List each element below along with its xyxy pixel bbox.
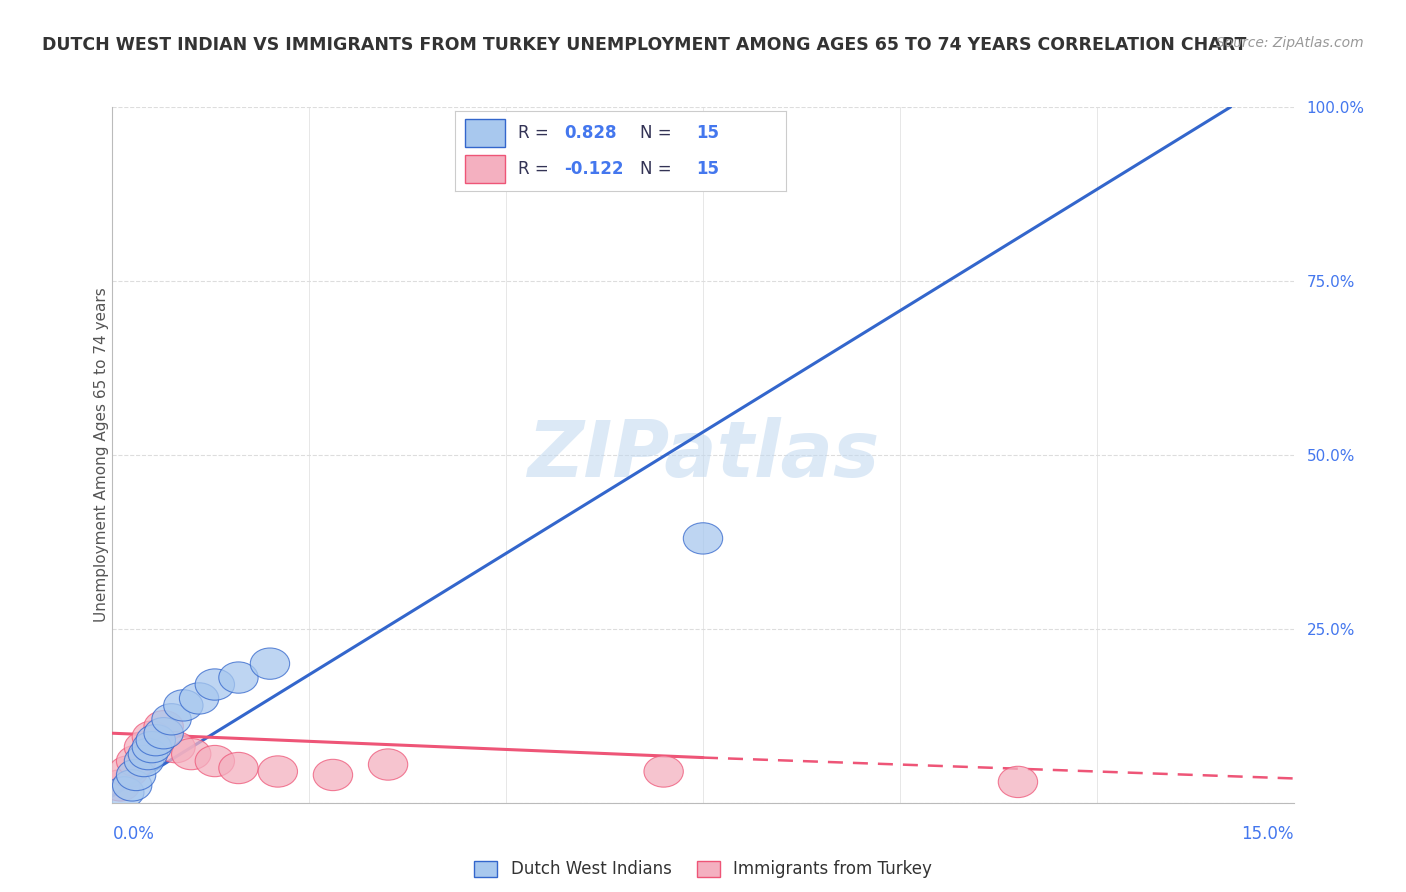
Ellipse shape (156, 731, 195, 763)
Y-axis label: Unemployment Among Ages 65 to 74 years: Unemployment Among Ages 65 to 74 years (94, 287, 108, 623)
Ellipse shape (644, 756, 683, 787)
Ellipse shape (259, 756, 298, 787)
Ellipse shape (250, 648, 290, 680)
Ellipse shape (136, 724, 176, 756)
Ellipse shape (998, 766, 1038, 797)
Ellipse shape (219, 752, 259, 784)
Ellipse shape (368, 749, 408, 780)
Text: Source: ZipAtlas.com: Source: ZipAtlas.com (1216, 36, 1364, 50)
Ellipse shape (163, 690, 202, 721)
Ellipse shape (117, 759, 156, 790)
Ellipse shape (124, 746, 163, 777)
Ellipse shape (101, 770, 141, 801)
Ellipse shape (195, 746, 235, 777)
Text: 0.0%: 0.0% (112, 825, 155, 843)
Ellipse shape (172, 739, 211, 770)
Text: 15.0%: 15.0% (1241, 825, 1294, 843)
Ellipse shape (143, 717, 183, 749)
Ellipse shape (132, 721, 172, 752)
Ellipse shape (124, 731, 163, 763)
Ellipse shape (219, 662, 259, 693)
Text: DUTCH WEST INDIAN VS IMMIGRANTS FROM TURKEY UNEMPLOYMENT AMONG AGES 65 TO 74 YEA: DUTCH WEST INDIAN VS IMMIGRANTS FROM TUR… (42, 36, 1247, 54)
Ellipse shape (180, 682, 219, 714)
Ellipse shape (117, 746, 156, 777)
Ellipse shape (128, 739, 167, 770)
Legend: Dutch West Indians, Immigrants from Turkey: Dutch West Indians, Immigrants from Turk… (467, 854, 939, 885)
Ellipse shape (314, 759, 353, 790)
Ellipse shape (683, 523, 723, 554)
Ellipse shape (152, 704, 191, 735)
Ellipse shape (195, 669, 235, 700)
Ellipse shape (104, 777, 143, 808)
Ellipse shape (112, 770, 152, 801)
Ellipse shape (143, 711, 183, 742)
Ellipse shape (132, 731, 172, 763)
Ellipse shape (108, 756, 148, 787)
Text: ZIPatlas: ZIPatlas (527, 417, 879, 493)
